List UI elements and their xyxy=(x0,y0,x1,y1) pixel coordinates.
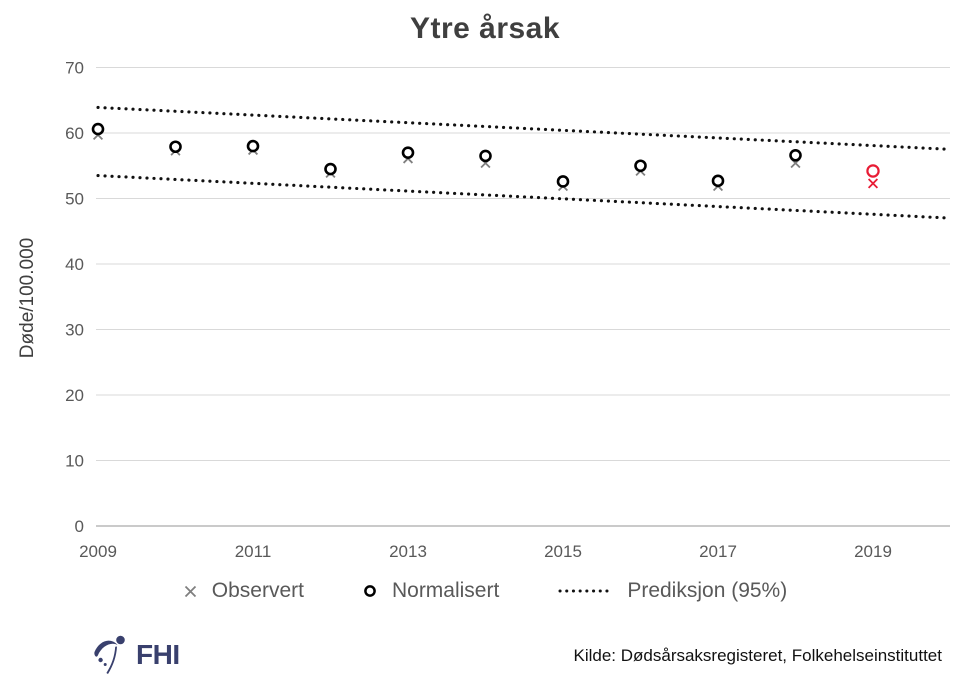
x-tick-label-2011: 2011 xyxy=(235,542,272,561)
marker-normalisert-2010 xyxy=(169,140,182,154)
y-tick-label-70: 70 xyxy=(65,59,84,78)
marker-normalisert-2014 xyxy=(479,149,492,163)
circle-marker-glyph xyxy=(364,585,376,597)
source-caption: Kilde: Dødsårsaksregisteret, Folkehelsei… xyxy=(573,646,943,665)
marker-normalisert-2012 xyxy=(324,162,337,176)
marker-normalisert-2019 xyxy=(866,164,880,178)
x-tick-label-2009: 2009 xyxy=(79,542,117,561)
y-axis-title: Døde/100.000 xyxy=(17,238,38,358)
y-tick-label-0: 0 xyxy=(75,517,84,536)
figure-footer: FHI Kilde: Dødsårsaksregisteret, Folkehe… xyxy=(0,630,970,680)
fhi-logo-icon xyxy=(94,635,125,674)
dotted-line-icon xyxy=(558,589,612,593)
fhi-logo: FHI xyxy=(93,634,180,676)
y-tick-label-30: 30 xyxy=(65,321,84,340)
legend-item-normalisert: Normalisert xyxy=(362,579,499,603)
marker-normalisert-2017 xyxy=(711,174,725,188)
chart-legend: Observert Normalisert Prediksjon (95%) xyxy=(0,574,970,608)
y-tick-label-40: 40 xyxy=(65,255,84,274)
marker-normalisert-2018 xyxy=(789,148,802,162)
y-tick-label-60: 60 xyxy=(65,124,84,143)
marker-normalisert-2013 xyxy=(401,146,415,159)
marker-normalisert-2016 xyxy=(634,159,647,173)
legend-label-observert: Observert xyxy=(211,579,304,602)
x-marker-glyph xyxy=(184,585,196,597)
x-tick-label-2013: 2013 xyxy=(389,542,427,561)
legend-item-prediksjon: Prediksjon (95%) xyxy=(557,579,787,603)
marker-normalisert-2011 xyxy=(246,139,260,153)
fhi-logo-mark xyxy=(94,635,125,674)
marker-observert-2019 xyxy=(867,178,879,189)
chart-title: Ytre årsak xyxy=(409,12,561,45)
legend-item-observert: Observert xyxy=(183,579,304,603)
y-tick-label-10: 10 xyxy=(65,452,84,471)
legend-label-normalisert: Normalisert xyxy=(391,579,500,602)
x-tick-label-2017: 2017 xyxy=(699,542,737,561)
x-tick-label-2019: 2019 xyxy=(854,542,892,561)
circle-marker-icon xyxy=(364,585,376,597)
marker-normalisert-2009 xyxy=(91,122,105,136)
plot-svg: Døde/100.000 0 10 20 30 40 50 60 70 2009 2011 2013… xyxy=(17,59,953,561)
x-tick-label-2015: 2015 xyxy=(544,542,582,561)
prediction-upper-line xyxy=(96,105,953,151)
x-marker-icon xyxy=(184,585,196,597)
prediction-lower-line xyxy=(96,174,953,220)
y-tick-label-20: 20 xyxy=(65,386,84,405)
legend-label-prediksjon: Prediksjon (95%) xyxy=(627,579,788,602)
y-tick-label-50: 50 xyxy=(65,190,84,209)
marker-normalisert-2015 xyxy=(556,175,570,188)
fhi-logo-text: FHI xyxy=(136,639,180,670)
